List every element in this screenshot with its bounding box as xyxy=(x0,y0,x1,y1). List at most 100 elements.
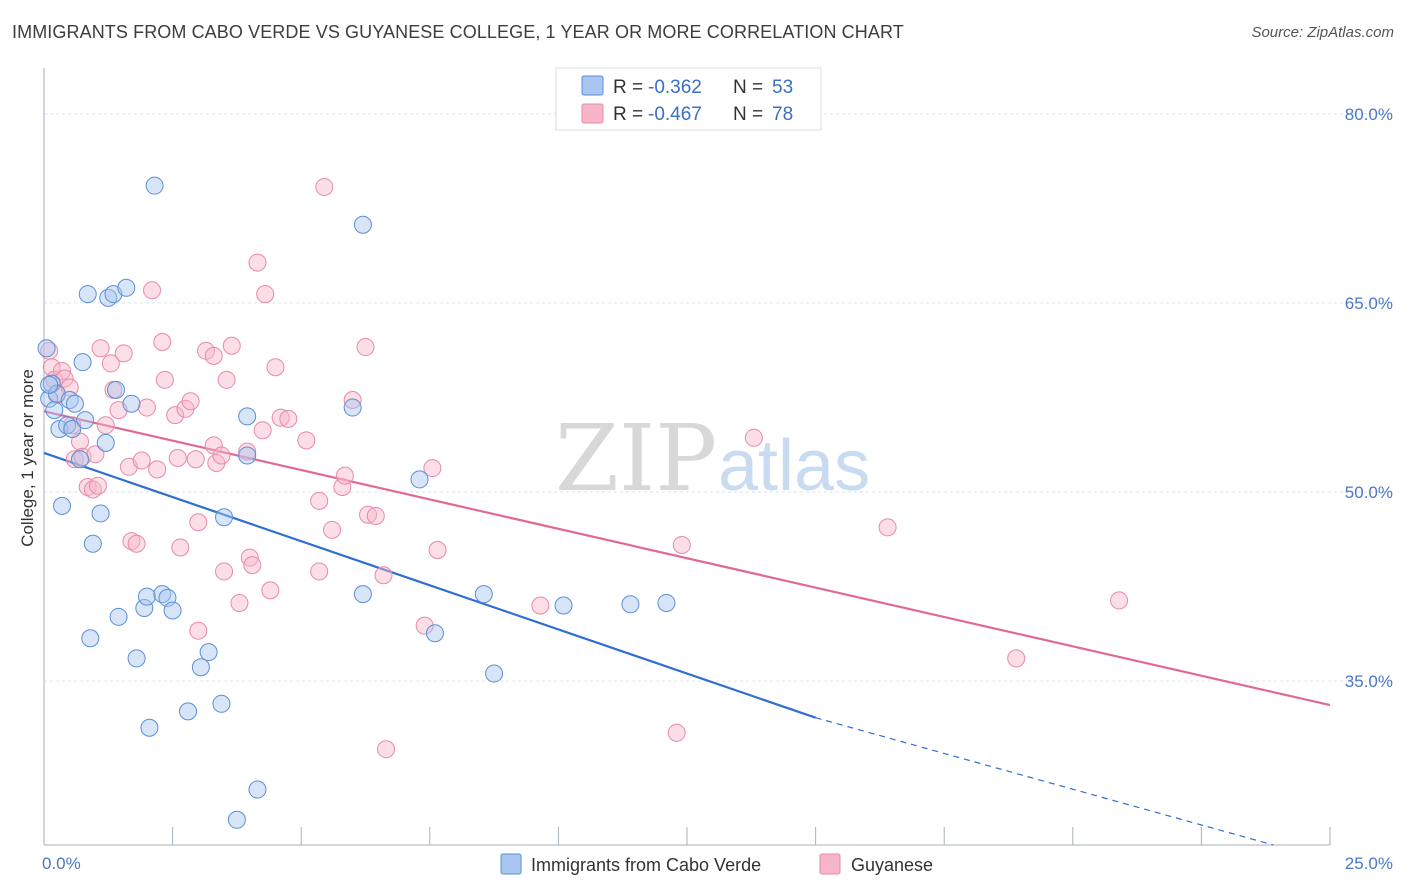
guyanese-point xyxy=(310,562,329,581)
cabo-verde-point xyxy=(78,285,97,304)
legend-swatch-cabo-verde xyxy=(500,853,522,875)
cabo-verde-point xyxy=(554,596,573,615)
cabo-verde-point xyxy=(353,215,372,234)
legend-r-label: R = xyxy=(613,77,643,98)
guyanese-point xyxy=(186,450,205,469)
cabo-verde-point xyxy=(137,587,156,606)
guyanese-point xyxy=(279,409,298,428)
legend-r-label: R = xyxy=(613,104,643,125)
cabo-verde-point xyxy=(96,433,115,452)
guyanese-point xyxy=(428,541,447,560)
guyanese-point xyxy=(359,505,378,524)
cabo-verde-point xyxy=(227,810,246,829)
guyanese-point xyxy=(1007,649,1026,668)
legend-n-value: 78 xyxy=(772,104,793,125)
cabo-verde-trend-extension xyxy=(815,717,1274,846)
guyanese-point xyxy=(230,593,249,612)
cabo-verde-point xyxy=(215,508,234,527)
guyanese-point xyxy=(166,406,185,425)
guyanese-point xyxy=(89,476,108,495)
cabo-verde-point xyxy=(53,496,72,515)
guyanese-point xyxy=(137,398,156,417)
cabo-verde-point xyxy=(107,380,126,399)
cabo-verde-point xyxy=(353,585,372,604)
guyanese-point xyxy=(222,336,241,355)
guyanese-point xyxy=(148,460,167,479)
watermark: ZIP atlas xyxy=(555,405,870,512)
cabo-verde-point xyxy=(63,419,82,438)
cabo-verde-point xyxy=(657,593,676,612)
series-legend: Immigrants from Cabo Verde Guyanese xyxy=(500,853,933,875)
legend-r-value: -0.467 xyxy=(648,104,702,125)
watermark-zip: ZIP xyxy=(555,405,717,512)
guyanese-point xyxy=(744,428,763,447)
cabo-verde-trend-line xyxy=(43,451,816,719)
guyanese-point xyxy=(310,491,329,510)
x-tick-label: 25.0% xyxy=(1345,854,1393,873)
y-tick-label: 50.0% xyxy=(1345,483,1393,502)
legend-swatch-guyanese xyxy=(581,103,604,124)
y-tick-labels: 80.0% 65.0% 50.0% 35.0% xyxy=(1345,105,1393,691)
guyanese-point xyxy=(377,740,396,759)
guyanese-point xyxy=(215,562,234,581)
cabo-verde-point xyxy=(135,598,154,617)
cabo-verde-point xyxy=(425,624,444,643)
guyanese-point xyxy=(127,534,146,553)
cabo-verde-point xyxy=(91,504,110,523)
guyanese-point xyxy=(374,566,393,585)
legend-r-value: -0.362 xyxy=(648,77,702,98)
guyanese-point xyxy=(366,506,385,525)
guyanese-point xyxy=(96,416,115,435)
guyanese-point xyxy=(155,370,174,389)
y-tick-label: 80.0% xyxy=(1345,105,1393,124)
cabo-verde-point xyxy=(122,394,141,413)
source-credit: Source: ZipAtlas.com xyxy=(1251,24,1394,41)
x-tick-labels: 0.0% 25.0% xyxy=(42,854,1393,873)
legend-swatch-cabo-verde xyxy=(581,75,604,96)
guyanese-point xyxy=(356,338,375,357)
guyanese-point xyxy=(343,390,362,409)
x-tick-label: 0.0% xyxy=(42,854,81,873)
cabo-verde-point xyxy=(474,585,493,604)
cabo-verde-point xyxy=(65,394,84,413)
guyanese-point xyxy=(531,596,550,615)
cabo-verde-point xyxy=(140,718,159,737)
guyanese-points xyxy=(40,177,1129,759)
cabo-verde-point xyxy=(109,607,128,626)
guyanese-point xyxy=(667,723,686,742)
cabo-verde-point xyxy=(83,534,102,553)
cabo-verde-point xyxy=(179,702,198,721)
guyanese-point xyxy=(297,431,316,450)
guyanese-trend-line xyxy=(43,410,1331,707)
guyanese-point xyxy=(261,581,280,600)
cabo-verde-point xyxy=(40,375,59,394)
legend-label-cabo-verde: Immigrants from Cabo Verde xyxy=(531,855,761,875)
guyanese-point xyxy=(243,556,262,575)
guyanese-point xyxy=(672,535,691,554)
guyanese-point xyxy=(189,513,208,532)
guyanese-point xyxy=(333,477,352,496)
guyanese-point xyxy=(1110,591,1129,610)
legend-n-label: N = xyxy=(733,77,763,98)
guyanese-point xyxy=(335,466,354,485)
guyanese-point xyxy=(132,451,151,470)
guyanese-point xyxy=(271,408,290,427)
cabo-verde-point xyxy=(73,353,92,372)
cabo-verde-point xyxy=(76,411,95,430)
legend-label-guyanese: Guyanese xyxy=(851,855,933,875)
cabo-verde-points xyxy=(37,176,676,829)
cabo-verde-point xyxy=(199,643,218,662)
guyanese-point xyxy=(315,177,334,196)
guyanese-point xyxy=(204,436,223,455)
guyanese-point xyxy=(423,459,442,478)
guyanese-point xyxy=(256,285,275,304)
guyanese-point xyxy=(143,281,162,300)
legend-swatch-guyanese xyxy=(819,853,841,875)
y-axis-title: College, 1 year or more xyxy=(18,369,37,547)
guyanese-point xyxy=(248,253,267,272)
cabo-verde-point xyxy=(238,407,257,426)
cabo-verde-point xyxy=(145,176,164,195)
legend-n-label: N = xyxy=(733,104,763,125)
guyanese-point xyxy=(171,538,190,557)
